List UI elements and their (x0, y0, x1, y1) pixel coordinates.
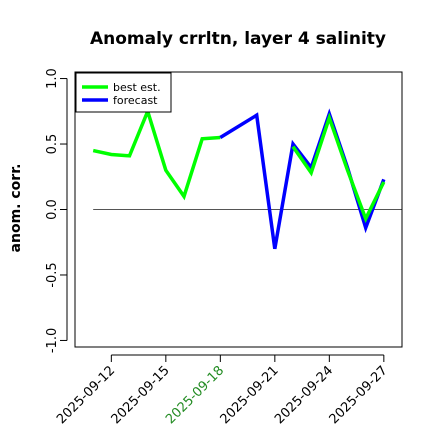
y-tick-label: -1.0 (45, 328, 60, 353)
y-tick-label: 0.5 (45, 134, 60, 155)
y-axis-label: anom. corr. (8, 164, 24, 253)
series-layer (92, 106, 386, 250)
y-tick-label: 0.0 (45, 199, 60, 220)
chart-title: Anomaly crrltn, layer 4 salinity (90, 29, 386, 49)
series-line-best-est (92, 106, 221, 201)
legend-box (75, 72, 172, 113)
x-tick-label: 2025-09-27 (327, 363, 391, 427)
y-axis: -1.0 -0.5 0.0 0.5 1.0 (45, 68, 68, 353)
x-axis: 2025-09-122025-09-152025-09-182025-09-21… (54, 354, 391, 427)
legend-label-forecast: forecast (113, 94, 158, 107)
legend-label-best-est: best est. (113, 81, 161, 94)
legend: best est.forecast (75, 72, 172, 113)
y-tick-label: -0.5 (45, 262, 60, 287)
series-line-forecast (219, 108, 386, 250)
series-line-segment-2 (291, 112, 386, 224)
y-tick-label: 1.0 (45, 68, 60, 89)
plot-frame (74, 71, 403, 348)
